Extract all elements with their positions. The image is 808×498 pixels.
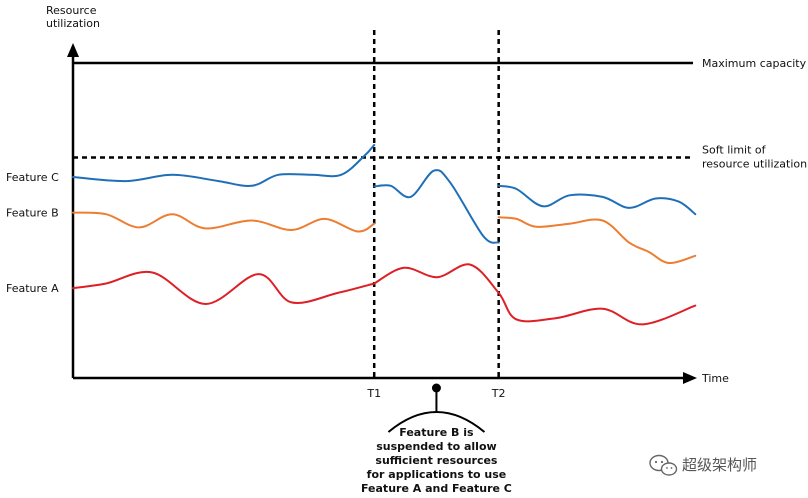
soft-limit-label-line1: Soft limit of [702, 144, 767, 157]
annotation-line-4: for applications to use [367, 468, 507, 481]
y-axis-arrow [67, 43, 79, 57]
wechat-icon [649, 454, 678, 476]
x-axis-label: Time [701, 372, 729, 385]
soft-limit-label: Soft limit of resource utilization [702, 144, 807, 171]
series-feature-c-segment-3 [497, 184, 697, 216]
y-axis-label: Resource utilization [46, 4, 100, 30]
annotation-line-3: sufficient resources [375, 454, 498, 467]
series-feature-c-segment-2 [373, 169, 500, 244]
series-feature-a-segment-2 [373, 263, 697, 326]
legend-feature-b: Feature B [6, 207, 59, 220]
legend-feature-a: Feature A [6, 282, 59, 295]
watermark: 超级架构师 [649, 454, 757, 476]
watermark-text: 超级架构师 [682, 456, 757, 474]
annotation-line-1: Feature B is [399, 426, 474, 439]
series-feature-b-segment-2 [497, 216, 697, 265]
tick-label-t2: T2 [491, 387, 506, 400]
soft-limit-label-line2: resource utilization [702, 158, 807, 171]
annotation-bubble-arc [387, 411, 486, 433]
legend-feature-c: Feature C [6, 171, 59, 184]
maximum-capacity-label: Maximum capacity [702, 57, 807, 70]
annotation-line-2: suspended to allow [376, 440, 496, 453]
x-axis-arrow [683, 372, 697, 384]
series-feature-b-segment-1 [72, 211, 376, 233]
series-feature-a-segment-1 [72, 270, 376, 306]
tick-label-t1: T1 [366, 387, 381, 400]
annotation-line-5: Feature A and Feature C [361, 482, 512, 495]
series-feature-c-segment-1 [72, 143, 376, 187]
